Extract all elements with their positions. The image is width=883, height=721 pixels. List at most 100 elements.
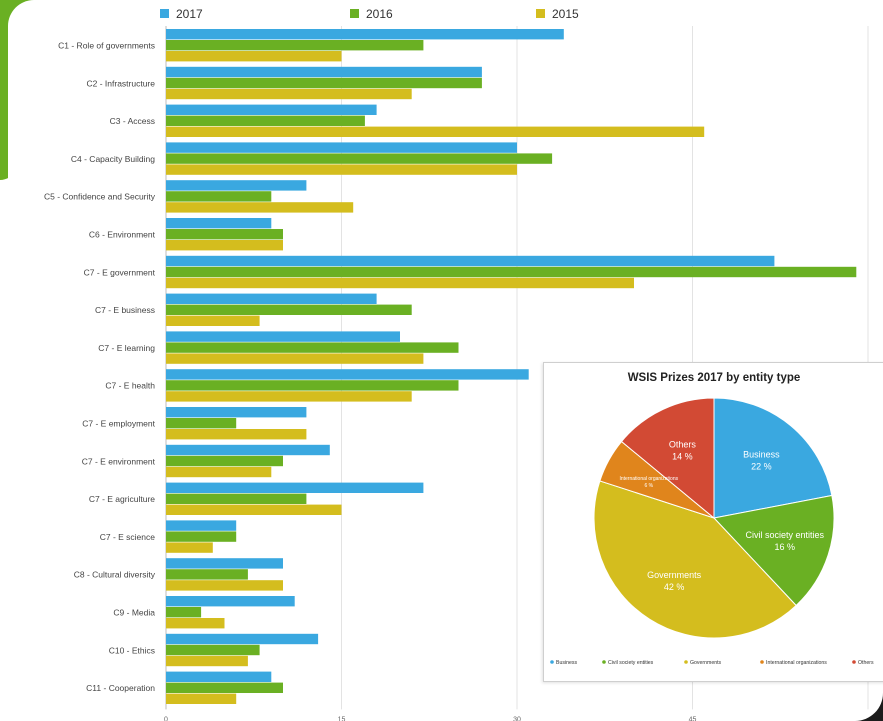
- pie-slice-2: [593, 480, 797, 639]
- category-label: C10 - Ethics: [109, 645, 155, 655]
- bar-2017-13: [166, 520, 237, 531]
- bar-2015-7: [166, 315, 260, 326]
- bar-2015-4: [166, 202, 354, 213]
- bar-2016-16: [166, 644, 260, 656]
- pie-slice-name: Others: [669, 440, 697, 450]
- category-label: C7 - E business: [95, 305, 155, 315]
- bar-2017-1: [166, 66, 482, 78]
- category-label: C7 - E learning: [98, 343, 155, 353]
- pie-slice-percent: 22 %: [751, 462, 772, 472]
- bar-2017-7: [166, 293, 377, 304]
- bar-2017-16: [166, 633, 319, 645]
- pie-slice-0: [713, 397, 833, 519]
- pie-legend-label: International organizations: [766, 660, 827, 666]
- bar-2016-10: [166, 418, 237, 429]
- bar-2016-15: [166, 607, 202, 618]
- bar-2016-13: [166, 531, 237, 542]
- legend-swatch-2016: [350, 9, 359, 18]
- x-tick-label: 30: [513, 716, 521, 721]
- bar-2015-14: [166, 580, 283, 591]
- x-tick-label: 0: [164, 716, 168, 721]
- bar-2017-0: [166, 29, 564, 40]
- bar-2016-1: [166, 77, 482, 89]
- legend-label-2016: 2016: [366, 7, 393, 21]
- category-label: C5 - Confidence and Security: [44, 192, 156, 202]
- bar-2017-17: [166, 671, 272, 682]
- pie-slice-name: Business: [743, 450, 780, 460]
- bar-2017-3: [166, 142, 517, 153]
- legend-swatch-2015: [536, 9, 545, 18]
- bar-2016-3: [166, 153, 553, 164]
- bar-2017-10: [166, 407, 307, 418]
- category-label: C7 - E employment: [82, 419, 155, 429]
- bar-2017-14: [166, 558, 283, 569]
- pie-legend-label: Business: [556, 660, 577, 666]
- bar-2015-5: [166, 240, 283, 251]
- x-tick-label: 15: [338, 716, 346, 721]
- bar-2015-1: [166, 88, 412, 100]
- category-label: C7 - E environment: [82, 456, 156, 466]
- bar-2015-3: [166, 164, 517, 175]
- category-label: C11 - Cooperation: [86, 683, 155, 693]
- bar-2017-15: [166, 596, 295, 607]
- bar-2015-2: [166, 126, 705, 137]
- pie-slice-name: Civil society entities: [745, 530, 824, 540]
- bar-2017-6: [166, 255, 775, 267]
- bar-2015-11: [166, 466, 272, 478]
- pie-legend-label: Governments: [690, 660, 722, 666]
- category-label: C9 - Media: [113, 608, 155, 618]
- bar-2016-0: [166, 40, 424, 51]
- chart-card: C1 - Role of governments C2 - Infrastruct…: [8, 0, 883, 721]
- pie-legend-dot: [684, 660, 688, 664]
- bar-2017-2: [166, 104, 377, 115]
- pie-slice-4: [620, 397, 715, 520]
- category-label: C4 - Capacity Building: [71, 154, 155, 164]
- bar-2016-9: [166, 380, 459, 391]
- pie-slice-percent: 42 %: [664, 582, 685, 592]
- category-label: C2 - Infrastructure: [87, 78, 156, 88]
- category-label: C6 - Environment: [89, 230, 156, 240]
- bar-2017-4: [166, 180, 307, 191]
- bar-2015-10: [166, 429, 307, 440]
- bar-2016-12: [166, 493, 307, 504]
- bar-2015-16: [166, 655, 248, 667]
- bar-2016-6: [166, 266, 857, 278]
- bar-2017-8: [166, 331, 400, 342]
- pie-slice-name: International organizations: [619, 476, 678, 482]
- bar-2016-17: [166, 682, 283, 693]
- pie-legend-dot: [852, 660, 856, 664]
- bar-2017-11: [166, 444, 330, 456]
- pie-chart: WSIS Prizes 2017 by entity type Business…: [550, 372, 874, 666]
- bar-2016-7: [166, 304, 412, 315]
- pie-slice-1: [713, 494, 835, 607]
- category-label: C8 - Cultural diversity: [74, 570, 156, 580]
- pie-slice-percent: 16 %: [775, 542, 796, 552]
- bar-2016-11: [166, 455, 283, 467]
- legend-label-2017: 2017: [176, 7, 203, 21]
- pie-legend-label: Others: [858, 660, 874, 666]
- pie-legend-dot: [760, 660, 764, 664]
- bar-2016-4: [166, 191, 272, 202]
- legend-label-2015: 2015: [552, 7, 579, 21]
- pie-slice-name: Governments: [647, 570, 702, 580]
- bar-2017-12: [166, 482, 424, 493]
- bar-2015-8: [166, 353, 424, 364]
- pie-chart-panel: WSIS Prizes 2017 by entity type Business…: [543, 362, 883, 682]
- bar-2016-8: [166, 342, 459, 353]
- legend-swatch-2017: [160, 9, 169, 18]
- bar-2015-12: [166, 504, 342, 515]
- category-label: C7 - E agriculture: [89, 494, 155, 504]
- pie-slice-percent: 6 %: [644, 483, 653, 489]
- category-label: C1 - Role of governments: [58, 41, 155, 51]
- category-label: C7 - E health: [105, 381, 155, 391]
- pie-slice-percent: 14 %: [672, 452, 693, 462]
- bar-2015-15: [166, 618, 225, 629]
- bar-2015-13: [166, 542, 213, 553]
- bar-chart: C1 - Role of governments C2 - Infrastruct…: [44, 7, 869, 721]
- bar-2017-5: [166, 218, 272, 229]
- category-label: C7 - E science: [100, 532, 156, 542]
- bar-2016-2: [166, 115, 365, 126]
- pie-chart-title: WSIS Prizes 2017 by entity type: [628, 372, 801, 384]
- pie-legend-dot: [550, 660, 554, 664]
- bar-2017-9: [166, 369, 529, 380]
